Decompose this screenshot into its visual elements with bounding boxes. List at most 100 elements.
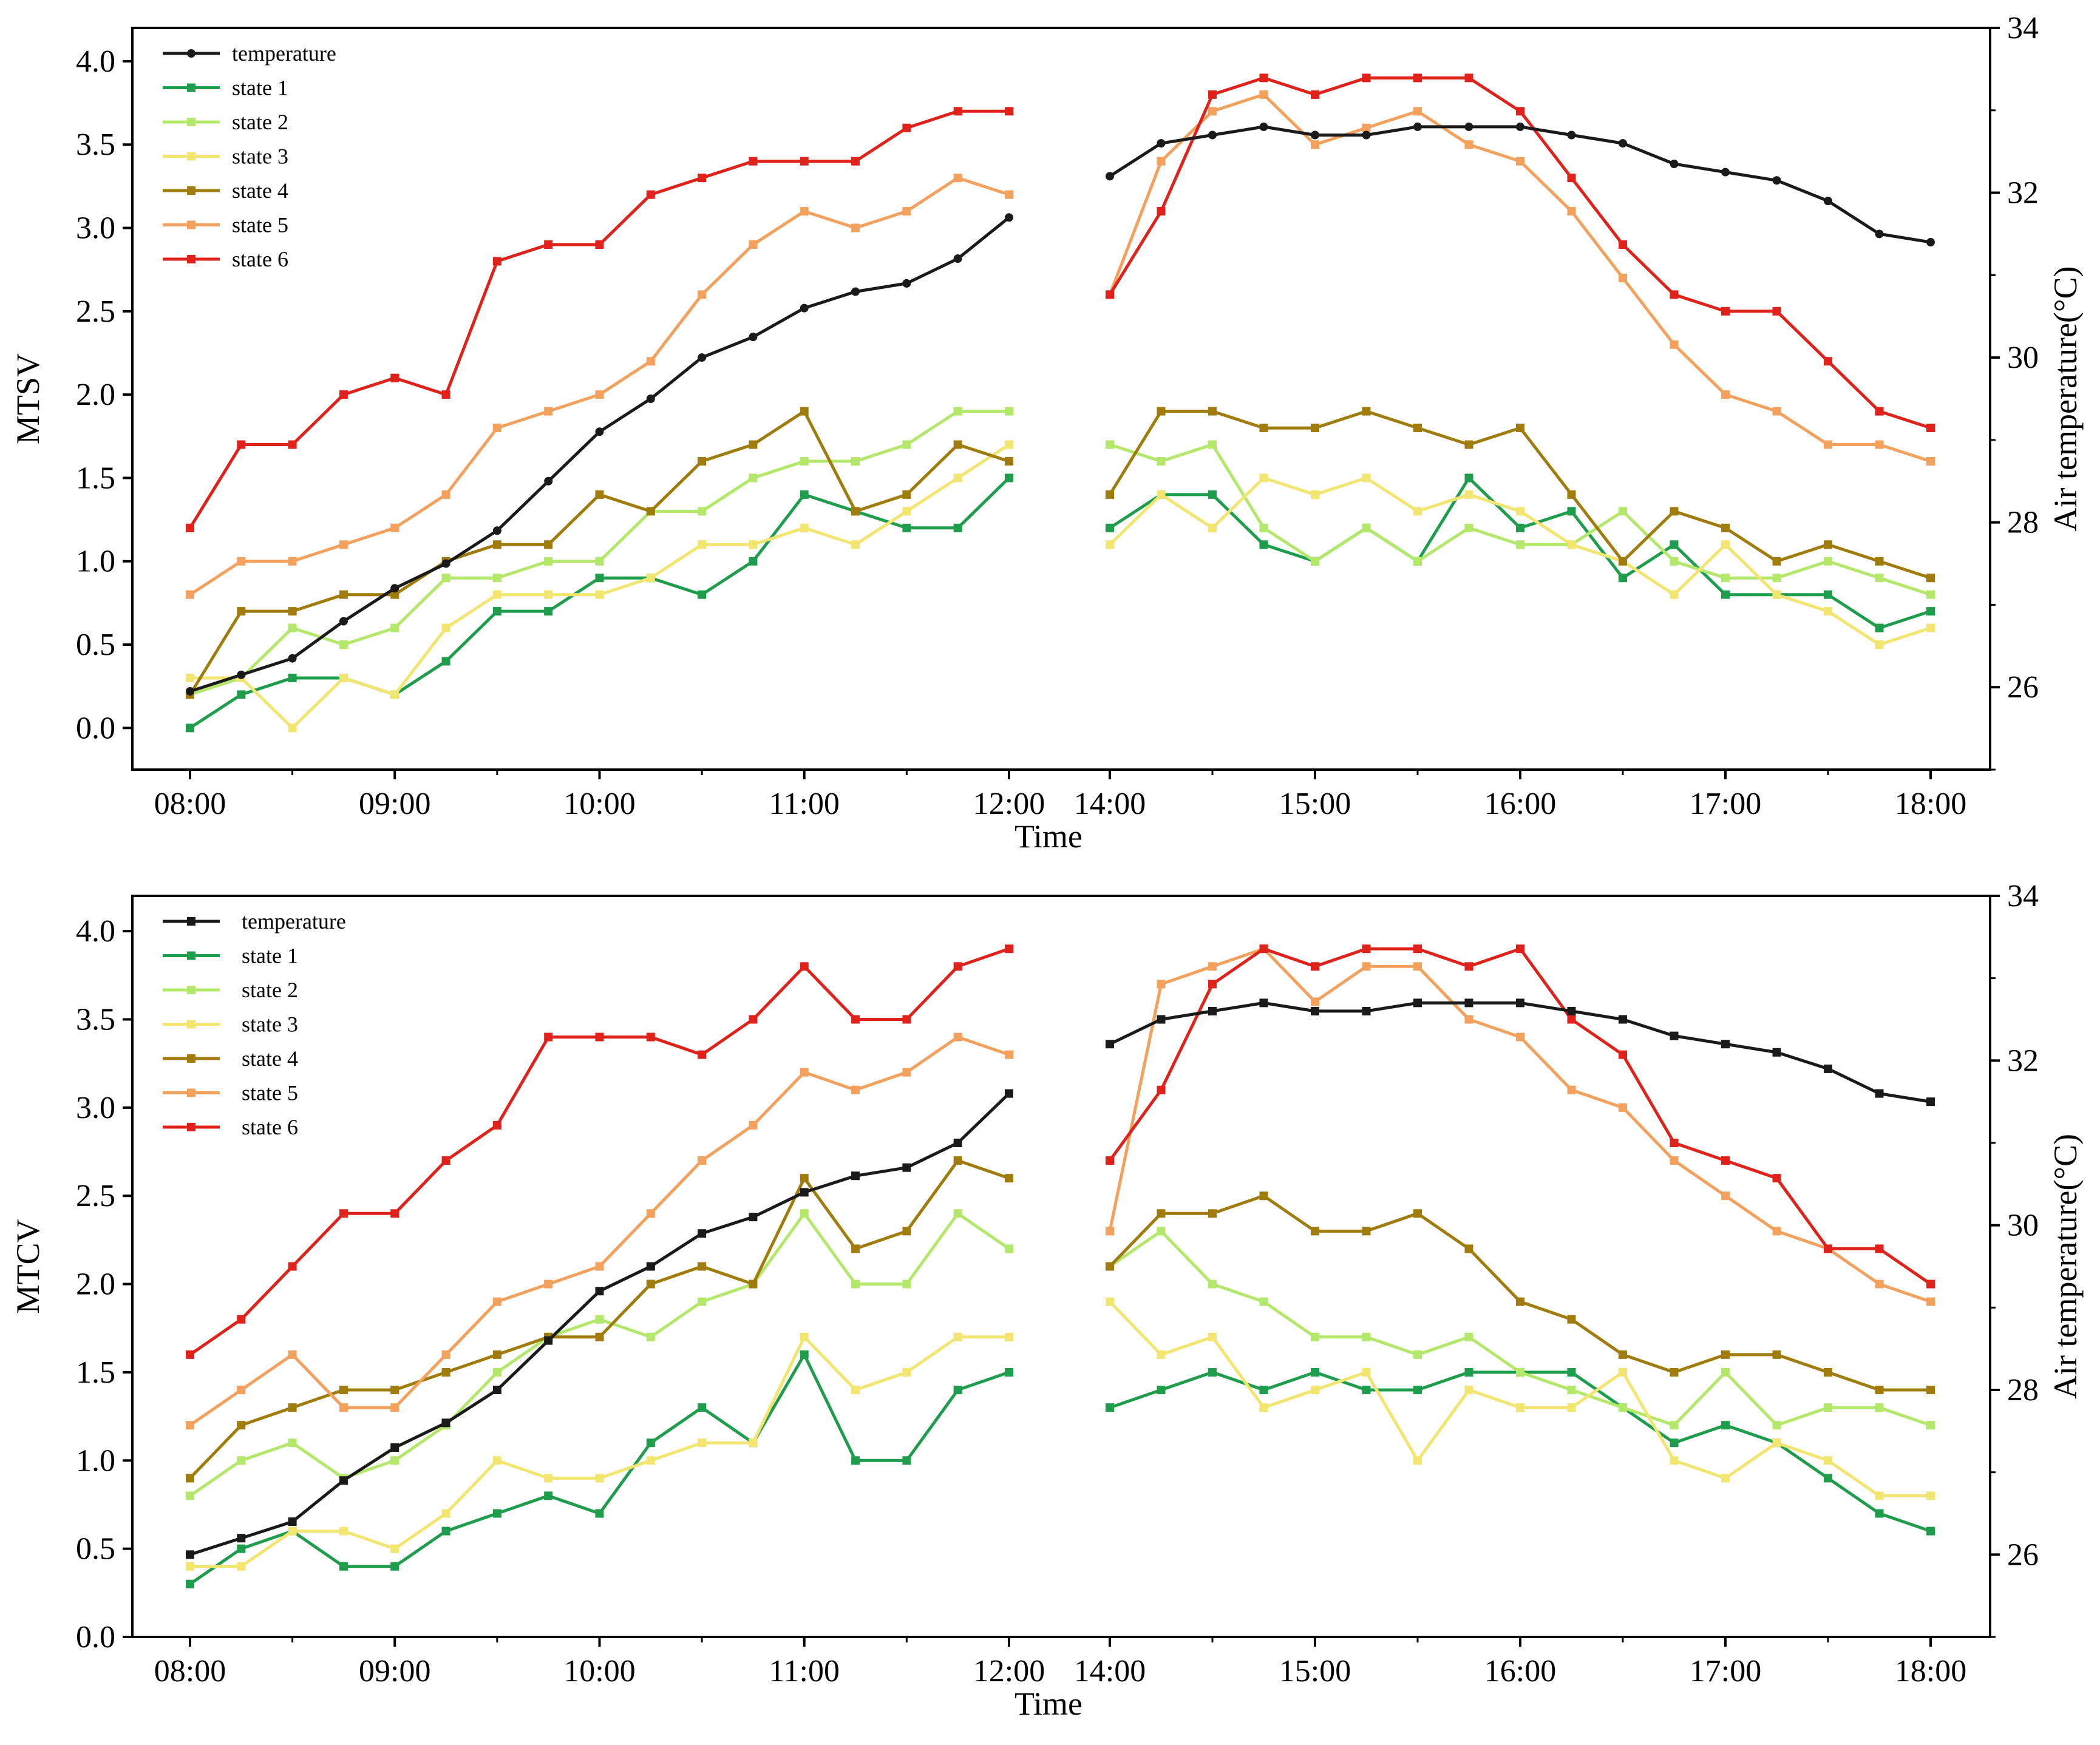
- data-point: [698, 353, 707, 362]
- data-point: [441, 1526, 450, 1536]
- series-line-state-1-morning: [189, 476, 1010, 730]
- data-point: [1005, 1367, 1013, 1377]
- data-point: [1619, 1015, 1627, 1024]
- data-point: [1875, 1491, 1884, 1500]
- data-point: [1464, 1244, 1473, 1253]
- data-point: [1875, 229, 1884, 239]
- data-point: [492, 257, 501, 266]
- data-point: [492, 424, 501, 433]
- data-point: [186, 687, 194, 696]
- data-point: [288, 1438, 297, 1448]
- data-point: [1567, 540, 1576, 549]
- data-point: [1721, 1191, 1730, 1201]
- data-point: [1464, 490, 1473, 499]
- series-line-state-3-morning: [190, 1335, 1009, 1568]
- legend-label: state 1: [242, 944, 298, 968]
- data-point: [1619, 574, 1627, 583]
- data-point: [646, 507, 655, 516]
- legend-marker: [187, 1123, 195, 1131]
- data-point: [1516, 157, 1524, 166]
- data-point: [1926, 456, 1935, 466]
- series-line-state-4-afternoon: [1109, 1194, 1931, 1392]
- x-tick-label: 09:00: [359, 1654, 430, 1689]
- data-point: [1516, 1032, 1524, 1042]
- data-point: [1005, 440, 1013, 449]
- legend-marker: [187, 1020, 195, 1029]
- data-point: [1259, 1297, 1268, 1306]
- data-point: [1619, 273, 1627, 282]
- data-point: [1824, 557, 1832, 566]
- data-point: [390, 1443, 399, 1452]
- legend: temperature state 1 state 2 state 3 state 4 s…: [163, 41, 336, 271]
- data-point: [390, 584, 399, 593]
- series-line-state-4-afternoon: [1108, 410, 1931, 580]
- data-point: [902, 1227, 911, 1236]
- data-point: [902, 523, 911, 532]
- data-point: [1413, 1350, 1422, 1359]
- data-point: [544, 1279, 553, 1289]
- data-point: [800, 407, 809, 416]
- data-point: [1157, 1015, 1166, 1024]
- data-point: [1362, 523, 1371, 532]
- data-point: [800, 1068, 809, 1077]
- data-point: [1926, 1297, 1935, 1306]
- data-point: [1875, 1089, 1884, 1098]
- legend-label: state 5: [232, 213, 288, 237]
- data-point: [288, 557, 297, 566]
- y-tick-label: 2.0: [76, 378, 115, 412]
- data-point: [390, 690, 399, 699]
- data-point: [1413, 1456, 1422, 1465]
- data-point: [237, 1562, 246, 1571]
- data-point: [1413, 998, 1422, 1008]
- data-point: [1208, 980, 1217, 989]
- legend-label: temperature: [232, 41, 336, 66]
- data-point: [1670, 160, 1679, 169]
- series-line-temperature-morning: [189, 1092, 1010, 1556]
- data-point: [1824, 197, 1832, 206]
- data-point: [1772, 1438, 1781, 1448]
- series-state-5: [186, 944, 1935, 1430]
- data-point: [339, 390, 348, 399]
- plot-frame: [131, 895, 1991, 1638]
- x-tick-label: 10:00: [563, 1654, 635, 1689]
- data-point: [1721, 1350, 1730, 1359]
- data-point: [237, 607, 246, 616]
- data-point: [851, 456, 860, 466]
- x-tick-label: 12:00: [973, 787, 1045, 821]
- data-point: [1926, 424, 1935, 433]
- data-point: [1106, 490, 1114, 499]
- legend-marker: [187, 83, 195, 92]
- legend-label: temperature: [242, 909, 346, 933]
- data-point: [1208, 1367, 1217, 1377]
- y2-tick-label: 34: [2007, 879, 2039, 913]
- series-state-1: [186, 1350, 1935, 1588]
- legend-marker: [187, 951, 195, 960]
- data-point: [492, 607, 501, 616]
- data-point: [1464, 73, 1473, 83]
- data-point: [1413, 424, 1422, 433]
- data-point: [441, 1509, 450, 1518]
- data-point: [1464, 122, 1473, 131]
- data-point: [1670, 1156, 1679, 1165]
- data-point: [1926, 590, 1935, 599]
- data-point: [1772, 176, 1781, 185]
- data-point: [646, 1262, 655, 1271]
- data-point: [288, 607, 297, 616]
- data-point: [851, 1244, 860, 1253]
- series-line-state-1-morning: [189, 1353, 1010, 1585]
- data-point: [595, 1474, 604, 1483]
- data-point: [953, 254, 962, 263]
- data-point: [1567, 490, 1576, 499]
- data-point: [1157, 980, 1166, 989]
- data-point: [800, 157, 809, 166]
- x-tick-label: 14:00: [1074, 1654, 1146, 1689]
- data-point: [237, 1534, 246, 1543]
- y2-axis-title: Air temperature(°C): [2047, 1134, 2084, 1399]
- data-point: [595, 490, 604, 499]
- x-tick-label: 17:00: [1690, 787, 1761, 821]
- data-point: [1875, 1279, 1884, 1289]
- data-point: [698, 1297, 707, 1306]
- data-point: [492, 590, 501, 599]
- data-point: [441, 657, 450, 666]
- y-tick-label: 3.5: [76, 1003, 115, 1037]
